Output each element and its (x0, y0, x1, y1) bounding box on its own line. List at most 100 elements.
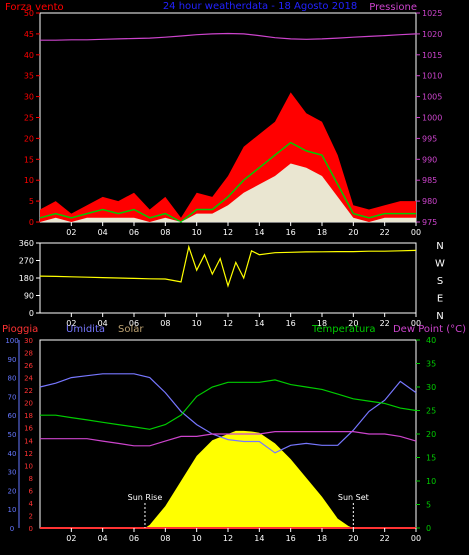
humidity-axis-label: 50 (8, 431, 17, 439)
climate-x-tick-label: 08 (160, 534, 170, 543)
pressure-axis-label: 1025 (422, 9, 442, 18)
temperature-legend: Temperatura (311, 324, 376, 335)
humidity-axis-label: 30 (8, 469, 17, 477)
pressure-axis-label: 985 (422, 176, 437, 185)
direction-x-tick-label: 08 (160, 319, 170, 328)
wind-axis-label: 20 (24, 134, 34, 143)
wind-axis-label: 10 (24, 176, 34, 185)
direction-x-tick-label: 18 (317, 319, 327, 328)
solar-legend: Solar (118, 324, 144, 335)
rain-axis-label: 8 (29, 475, 33, 483)
humidity-series-line (39, 373, 417, 454)
humidity-axis-label: 70 (8, 393, 17, 401)
gust-series-area (40, 92, 416, 223)
climate-x-tick-label: 04 (98, 534, 108, 543)
climate-x-tick-label: 20 (348, 534, 358, 543)
temp-axis-label: 30 (426, 383, 436, 392)
humidity-axis-label: 0 (10, 525, 14, 533)
rain-axis-label: 26 (24, 362, 33, 370)
direction-axis-label: 270 (19, 257, 34, 266)
temperature-series-line (40, 379, 417, 430)
compass-label: N (436, 241, 443, 252)
humidity-axis-label: 60 (8, 412, 17, 420)
humidity-axis-label: 10 (8, 506, 17, 514)
direction-x-tick-label: 12 (223, 319, 233, 328)
pressure-axis-title: Pressione (369, 2, 417, 13)
wind-x-tick-label: 22 (380, 228, 390, 237)
direction-axis-label: 360 (19, 239, 34, 248)
climate-x-tick-label: 10 (192, 534, 202, 543)
direction-x-tick-label: 16 (286, 319, 296, 328)
wind-axis-label: 40 (24, 51, 34, 60)
wind-x-tick-label: 06 (129, 228, 139, 237)
rain-axis-label: 2 (29, 512, 33, 520)
rain-axis-label: 30 (24, 337, 33, 345)
climate-x-tick-label: 12 (223, 534, 233, 543)
direction-axis-label: 0 (29, 309, 34, 318)
compass-label: E (437, 294, 443, 305)
temp-axis-label: 5 (426, 501, 431, 510)
compass-label: S (437, 276, 443, 287)
climate-x-tick-label: 16 (286, 534, 296, 543)
avg-wind-series-area (40, 163, 416, 222)
climate-x-tick-label: 22 (380, 534, 390, 543)
climate-x-tick-label: 06 (129, 534, 139, 543)
temp-axis-label: 35 (426, 360, 436, 369)
direction-x-tick-label: 10 (192, 319, 202, 328)
rain-axis-label: 24 (24, 375, 33, 383)
climate-x-tick-label: 18 (317, 534, 327, 543)
humidity-legend: Umidita (66, 324, 105, 335)
wind-axis-label: 0 (29, 218, 34, 227)
wind-x-tick-label: 16 (286, 228, 296, 237)
wind-x-tick-label: 12 (223, 228, 233, 237)
sun-marker-label: Sun Set (338, 493, 369, 502)
pressure-axis-label: 975 (422, 218, 437, 227)
direction-x-tick-label: 06 (129, 319, 139, 328)
wind-axis-label: 15 (24, 155, 34, 164)
pressure-series-line (40, 32, 417, 41)
rain-axis-label: 22 (24, 387, 33, 395)
wind-x-tick-label: 00 (411, 228, 421, 237)
temp-axis-label: 10 (426, 477, 436, 486)
pressure-axis-label: 1000 (422, 114, 442, 123)
wind-x-tick-label: 10 (192, 228, 202, 237)
dewpoint-series-line (40, 431, 417, 447)
rain-axis-label: 12 (24, 450, 33, 458)
rain-axis-label: 10 (24, 462, 33, 470)
sun-marker-label: Sun Rise (128, 493, 163, 502)
rain-legend: Pioggia (2, 324, 38, 335)
humidity-axis-label: 100 (5, 337, 18, 345)
wind-axis-label: 35 (24, 72, 34, 81)
direction-axis-label: 90 (24, 292, 34, 301)
temp-axis-label: 40 (426, 336, 436, 345)
rain-axis-label: 14 (24, 437, 33, 445)
climate-x-tick-label: 14 (254, 534, 264, 543)
pressure-axis-label: 1015 (422, 51, 442, 60)
rain-axis-label: 0 (29, 525, 33, 533)
temp-axis-label: 25 (426, 407, 436, 416)
wind-axis-label: 5 (29, 197, 34, 206)
rain-axis-label: 6 (29, 487, 34, 495)
wind-x-tick-label: 08 (160, 228, 170, 237)
temp-axis-label: 0 (426, 524, 431, 533)
compass-label: N (436, 311, 443, 322)
direction-x-tick-label: 02 (66, 319, 76, 328)
direction-x-tick-label: 04 (98, 319, 108, 328)
compass-label: W (435, 259, 445, 270)
humidity-axis-label: 90 (8, 356, 17, 364)
humidity-axis-label: 40 (8, 450, 17, 458)
wind-axis-label: 50 (24, 9, 34, 18)
temp-axis-label: 15 (426, 454, 436, 463)
dewpoint-legend: Dew Point (°C) (393, 324, 466, 335)
pressure-axis-label: 980 (422, 197, 437, 206)
pressure-axis-label: 990 (422, 155, 437, 164)
wind-x-tick-label: 14 (254, 228, 264, 237)
pressure-axis-label: 1020 (422, 30, 442, 39)
climate-x-tick-label: 02 (66, 534, 76, 543)
humidity-axis-label: 80 (8, 375, 17, 383)
direction-x-tick-label: 22 (380, 319, 390, 328)
wind-x-tick-label: 18 (317, 228, 327, 237)
direction-series-line (39, 244, 417, 288)
wind-x-tick-label: 02 (66, 228, 76, 237)
rain-axis-label: 28 (24, 350, 33, 358)
